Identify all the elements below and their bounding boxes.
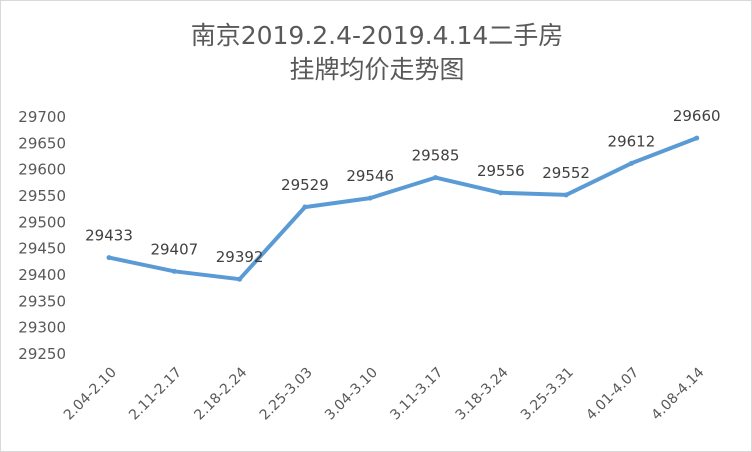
x-tick-label: 4.01-4.07 (583, 365, 642, 424)
x-tick-label: 3.18-3.24 (453, 364, 512, 423)
y-tick-label: 29400 (18, 266, 66, 284)
data-point (237, 276, 243, 282)
data-label: 29433 (85, 227, 133, 245)
x-tick-label: 4.08-4.14 (649, 364, 708, 423)
chart-title: 南京2019.2.4-2019.4.14二手房 挂牌均价走势图 (1, 19, 751, 87)
data-point (628, 160, 634, 166)
y-axis: 29250 29300 29350 29400 29450 29500 29550 29600… (18, 108, 66, 363)
data-point (433, 175, 438, 181)
data-label: 29660 (673, 107, 721, 125)
x-tick-label: 2.18-2.24 (191, 364, 250, 423)
x-tick-label: 3.11-3.17 (387, 365, 446, 424)
x-axis: 2.04-2.10 2.11-2.17 2.18-2.24 2.25-3.03 3.04… (61, 364, 708, 423)
x-tick-label: 2.25-3.03 (257, 365, 316, 424)
y-tick-label: 29700 (18, 108, 66, 126)
data-label: 29407 (150, 240, 198, 258)
data-label: 29529 (281, 176, 329, 194)
y-tick-label: 29650 (18, 134, 66, 152)
data-point (106, 255, 112, 261)
data-label: 29392 (216, 248, 264, 266)
chart-title-line-2: 挂牌均价走势图 (289, 55, 465, 84)
data-point (171, 268, 177, 274)
data-label: 29585 (412, 147, 460, 165)
series-line (107, 136, 699, 282)
data-labels: 29433 29407 29392 29529 29546 29585 29556 29552… (85, 107, 720, 266)
y-tick-label: 29350 (18, 292, 66, 310)
y-tick-label: 29600 (18, 161, 66, 179)
data-point (694, 135, 700, 141)
data-label: 29612 (608, 132, 656, 150)
data-point (563, 192, 569, 198)
y-tick-label: 29550 (18, 187, 66, 205)
x-tick-label: 3.25-3.31 (518, 365, 577, 424)
x-tick-label: 2.04-2.10 (61, 365, 120, 424)
data-label: 29556 (477, 162, 525, 180)
series-group (106, 135, 700, 282)
data-point (498, 190, 504, 196)
data-label: 29546 (346, 167, 394, 185)
y-tick-label: 29250 (18, 345, 66, 363)
x-tick-label: 2.11-2.17 (126, 365, 185, 424)
y-tick-label: 29500 (18, 213, 66, 231)
chart-title-line-1: 南京2019.2.4-2019.4.14二手房 (190, 21, 564, 50)
y-tick-label: 29450 (18, 240, 66, 258)
data-point (302, 204, 308, 210)
x-tick-label: 3.04-3.10 (322, 365, 381, 424)
y-tick-label: 29300 (18, 319, 66, 337)
data-label: 29552 (542, 164, 590, 182)
data-point (367, 195, 373, 201)
